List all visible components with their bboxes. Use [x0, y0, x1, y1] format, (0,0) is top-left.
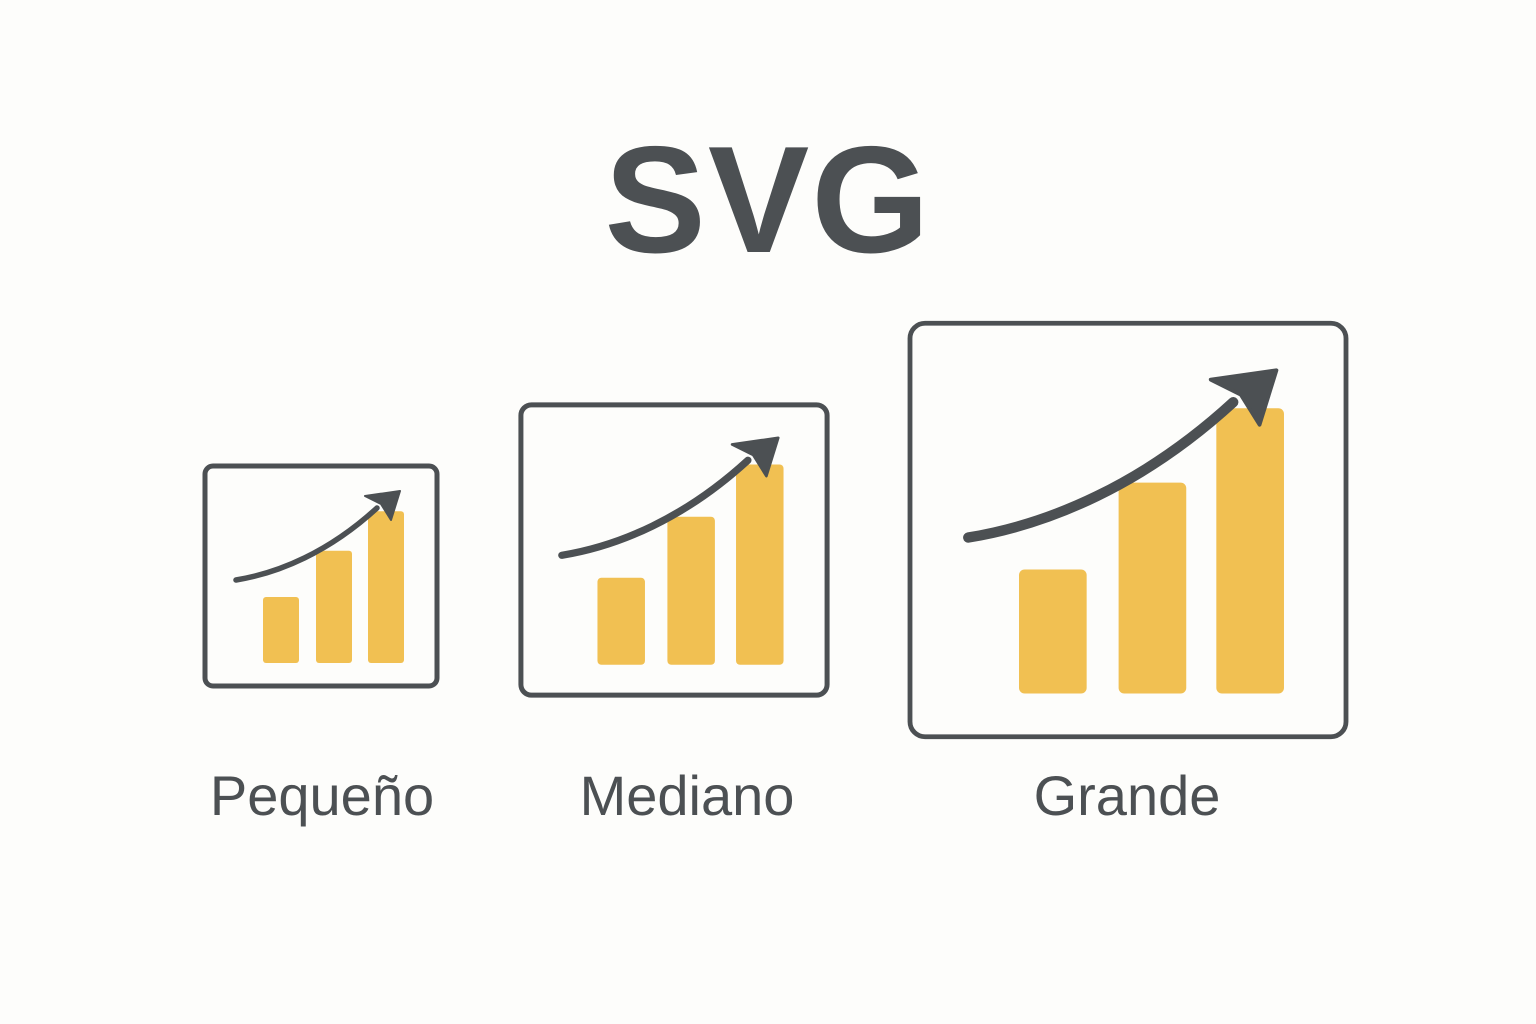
trend-arrow-line: [233, 505, 380, 583]
bar-1: [597, 577, 645, 665]
chart-icon-large: [907, 320, 1349, 740]
bar-3: [736, 464, 784, 665]
size-label-large: Grande: [1033, 764, 1221, 827]
chart-icon-medium: [518, 402, 830, 698]
trend-arrow-line: [558, 456, 752, 559]
bar-2: [1118, 482, 1187, 694]
icon-frame-medium: [518, 402, 830, 698]
bar-2: [667, 516, 715, 665]
page-title: SVG: [604, 115, 932, 285]
size-label-medium: Mediano: [579, 764, 795, 827]
bar-1: [1019, 569, 1087, 694]
icon-frame-large: [907, 320, 1349, 740]
bar-2: [316, 550, 352, 663]
bar-3: [368, 511, 404, 663]
chart-icon-small: [202, 463, 440, 689]
trend-arrow-line: [963, 397, 1239, 543]
size-label-small: Pequeño: [209, 764, 435, 827]
bar-3: [1216, 408, 1284, 694]
arrow-head-icon: [364, 490, 401, 521]
bar-1: [263, 597, 299, 663]
arrow-head-icon: [730, 436, 780, 478]
arrow-head-icon: [1208, 368, 1279, 427]
icon-frame-small: [202, 463, 440, 689]
